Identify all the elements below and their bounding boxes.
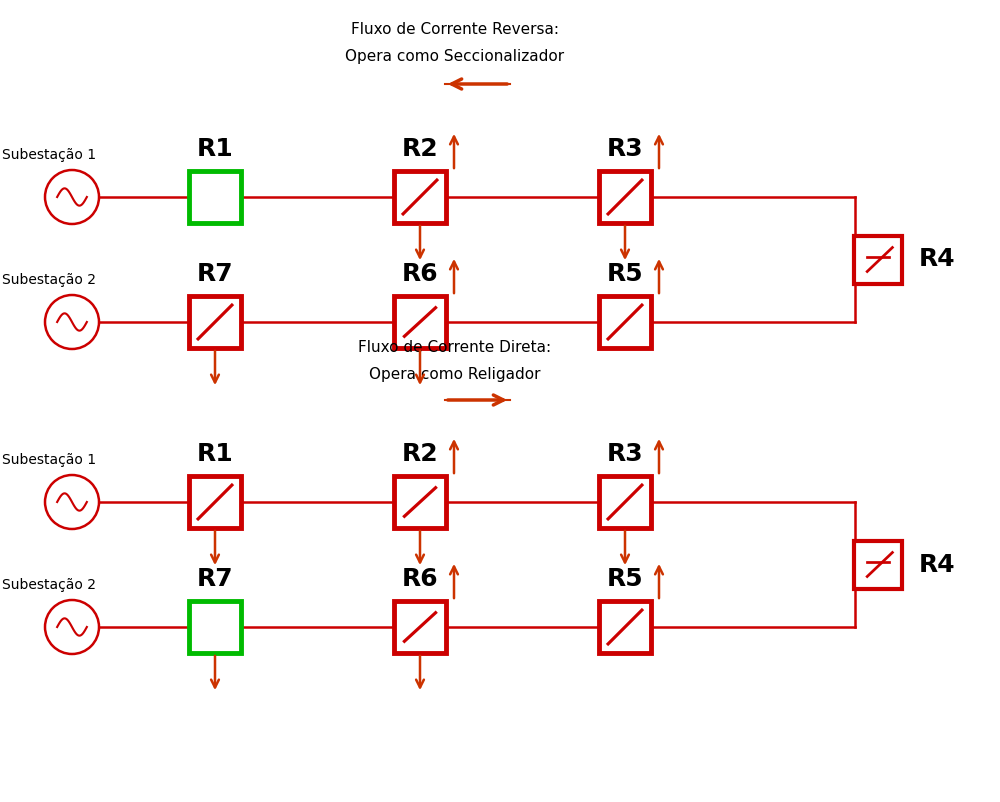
Bar <box>394 171 446 223</box>
Bar <box>599 476 651 528</box>
Text: Subestação 1: Subestação 1 <box>2 148 96 162</box>
Text: R4: R4 <box>919 248 956 272</box>
Text: R6: R6 <box>402 262 438 286</box>
Text: R7: R7 <box>197 567 233 591</box>
Text: R1: R1 <box>197 442 233 466</box>
Bar <box>189 296 241 348</box>
Bar <box>599 296 651 348</box>
Text: R2: R2 <box>402 137 438 161</box>
Bar <box>394 476 446 528</box>
Text: R5: R5 <box>607 567 643 591</box>
Text: R6: R6 <box>402 567 438 591</box>
Bar <box>599 601 651 653</box>
Bar <box>854 236 902 283</box>
Text: R2: R2 <box>402 442 438 466</box>
Bar <box>599 171 651 223</box>
Text: Subestação 2: Subestação 2 <box>2 273 96 287</box>
Text: R1: R1 <box>197 137 233 161</box>
Bar <box>394 296 446 348</box>
Text: R3: R3 <box>607 137 643 161</box>
Bar <box>189 601 241 653</box>
Text: R7: R7 <box>197 262 233 286</box>
Text: Subestação 1: Subestação 1 <box>2 453 96 467</box>
Text: Subestação 2: Subestação 2 <box>2 578 96 592</box>
Text: Fluxo de Corrente Reversa:: Fluxo de Corrente Reversa: <box>351 22 559 38</box>
Text: R3: R3 <box>607 442 643 466</box>
Text: R4: R4 <box>919 553 956 577</box>
Bar <box>854 541 902 589</box>
Bar <box>189 476 241 528</box>
Text: R5: R5 <box>607 262 643 286</box>
Text: Opera como Seccionalizador: Opera como Seccionalizador <box>345 50 565 64</box>
Bar <box>189 171 241 223</box>
Text: Fluxo de Corrente Direta:: Fluxo de Corrente Direta: <box>358 339 552 354</box>
Bar <box>394 601 446 653</box>
Text: Opera como Religador: Opera como Religador <box>369 367 541 382</box>
